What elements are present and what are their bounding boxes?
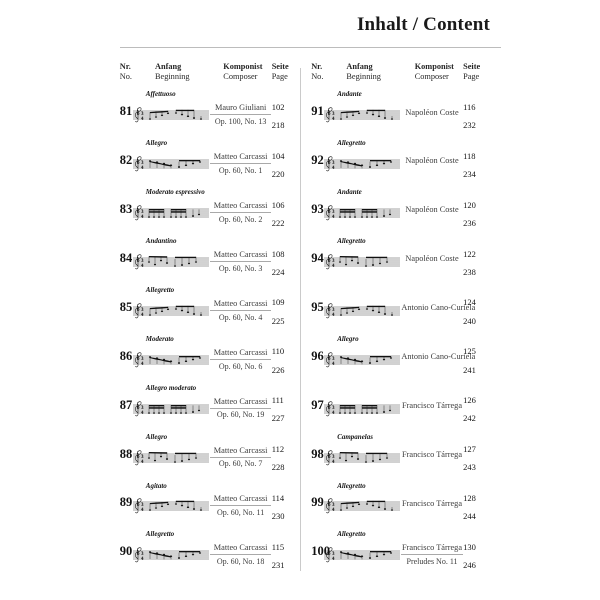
svg-text:4: 4 [332,362,335,367]
svg-text:4: 4 [141,313,144,318]
svg-text:4: 4 [332,459,335,464]
svg-text:4: 4 [332,264,335,269]
svg-text:4: 4 [332,117,335,122]
svg-text:4: 4 [332,166,335,171]
svg-text:4: 4 [332,508,335,513]
svg-text:4: 4 [332,215,335,220]
svg-text:4: 4 [141,410,144,415]
svg-text:4: 4 [141,215,144,220]
svg-text:4: 4 [141,166,144,171]
svg-text:4: 4 [332,410,335,415]
svg-text:4: 4 [141,117,144,122]
svg-text:4: 4 [141,362,144,367]
svg-text:4: 4 [141,557,144,562]
svg-text:4: 4 [141,508,144,513]
svg-text:4: 4 [141,264,144,269]
svg-text:4: 4 [141,459,144,464]
svg-text:4: 4 [332,313,335,318]
svg-text:4: 4 [332,557,335,562]
